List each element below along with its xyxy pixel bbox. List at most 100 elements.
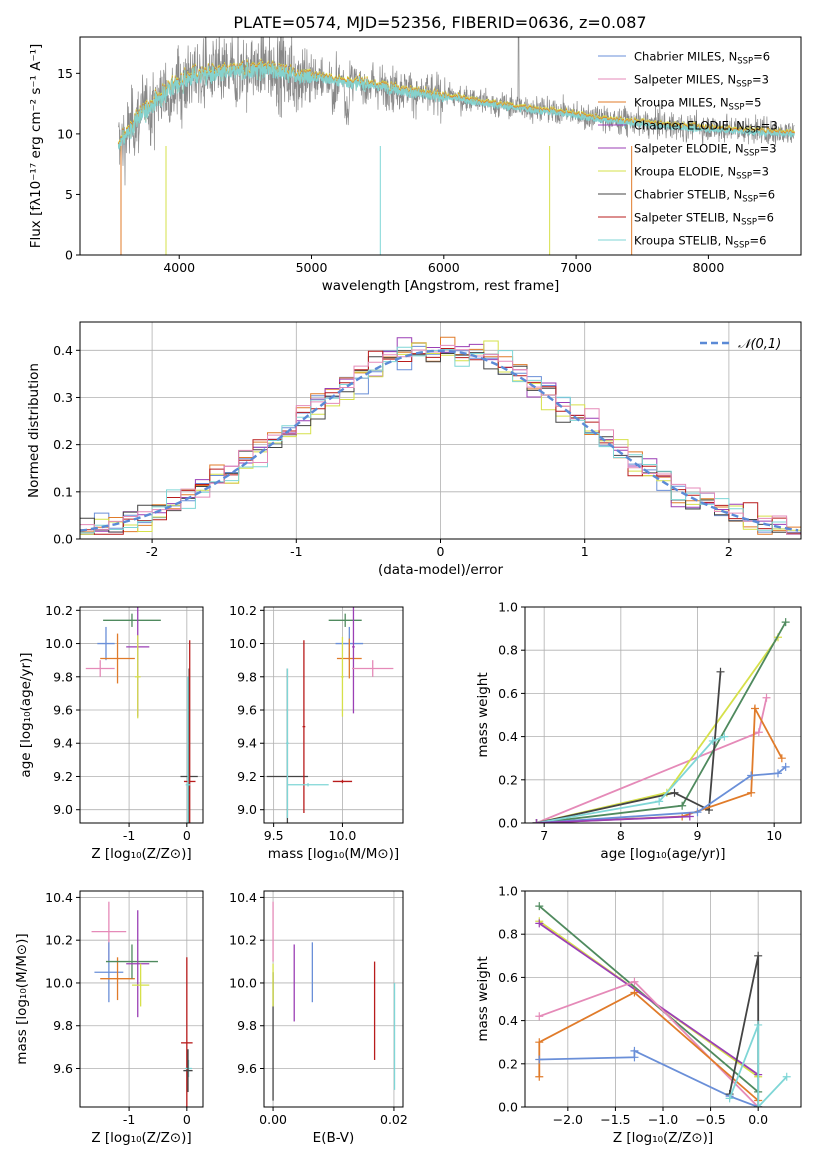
plus-marker <box>747 771 756 780</box>
plus-marker <box>725 1094 734 1103</box>
age-vs-metallicity-panel: -1 0 9.0 9.2 9.4 9.6 9.8 10.0 10.2 Z [log₁₀(Z/Z⊙)… <box>18 603 204 862</box>
age-vs-mass-panel: 9.5 10.0 9.0 9.2 9.4 9.6 9.8 10.0 10.2 mass [log₁… <box>229 603 404 862</box>
y-tick-label: 0.2 <box>498 772 518 787</box>
x-axis-label: Z [log₁₀(Z/Z⊙)] <box>613 1130 713 1146</box>
plus-marker <box>535 1055 544 1064</box>
y-tick-label: 0.3 <box>53 390 73 405</box>
weight-line <box>538 980 759 1107</box>
axes-frame <box>79 36 802 256</box>
spectrum-panel: 4000 5000 6000 7000 8000 0 5 10 15 wavelength [An… <box>28 36 802 294</box>
grid <box>80 891 203 1107</box>
plot-area <box>535 902 791 1107</box>
plus-marker <box>685 812 694 821</box>
plus-marker <box>535 919 544 928</box>
x-tick-label: 0 <box>437 544 445 559</box>
plus-marker <box>535 1072 544 1081</box>
plus-marker <box>754 1020 763 1029</box>
y-tick-label: 10.0 <box>229 636 257 651</box>
massweight-vs-age-panel: 7 8 9 10 0.0 0.2 0.4 0.6 0.8 1.0 age [log₁₀(age/yr… <box>475 600 802 862</box>
y-tick-label: 1.0 <box>498 884 518 899</box>
y-tick-label: 0.8 <box>498 643 518 658</box>
x-axis-label: E(B-V) <box>313 1130 355 1146</box>
plus-marker <box>630 988 639 997</box>
legend: Chabrier MILES, NSSP=6 Salpeter MILES, NS… <box>598 50 778 251</box>
legend-subscript: SSP <box>744 149 760 159</box>
axes-frame <box>263 606 404 824</box>
legend-label: Kroupa MILES, NSSP=5 <box>634 96 761 113</box>
plus-marker <box>781 762 790 771</box>
plus-marker <box>708 736 717 745</box>
legend-value: =6 <box>757 211 774 225</box>
legend-label: Salpeter ELODIE, NSSP=3 <box>634 142 777 159</box>
weight-line <box>728 955 760 1107</box>
y-tick-label: 9.8 <box>53 1018 73 1033</box>
y-tick-label: 9.8 <box>53 669 73 684</box>
x-tick-label: 0.02 <box>380 1112 408 1127</box>
x-tick-label: 1 <box>581 544 589 559</box>
plot-area <box>91 901 193 1107</box>
plus-marker <box>532 819 541 823</box>
y-tick-label: 1.0 <box>498 600 518 615</box>
legend-value: =3 <box>752 165 769 179</box>
histogram-salpeter-miles <box>80 344 801 535</box>
plot-area <box>85 607 198 823</box>
y-tick-label: 9.8 <box>237 669 257 684</box>
y-tick-label: 0.6 <box>498 686 518 701</box>
axes-frame <box>79 606 204 824</box>
figure-title: PLATE=0574, MJD=52356, FIBERID=0636, z=0… <box>233 13 646 32</box>
plus-marker <box>630 1046 639 1055</box>
weight-line <box>536 815 690 823</box>
plot-area <box>266 607 394 823</box>
normal-curve <box>80 349 799 532</box>
x-tick-label: −2.0 <box>553 1112 583 1127</box>
x-tick-label: 4000 <box>163 260 195 275</box>
weight-line <box>539 1049 759 1107</box>
y-axis-label: mass weight <box>475 956 491 1041</box>
legend-label: Kroupa STELIB, NSSP=6 <box>634 234 766 251</box>
y-tick-label: 0.4 <box>498 729 518 744</box>
plus-marker <box>782 1072 791 1081</box>
y-axis-label: mass [log₁₀(M/M⊙)] <box>14 933 30 1064</box>
x-tick-label: 7 <box>540 828 548 843</box>
y-tick-label: 0.8 <box>498 927 518 942</box>
legend-value: =5 <box>744 96 761 110</box>
axes-frame <box>263 890 404 1108</box>
legend-value: =6 <box>753 50 770 64</box>
legend-value: =3 <box>760 142 777 156</box>
x-tick-label: −1.5 <box>600 1112 630 1127</box>
plus-marker <box>535 1012 544 1021</box>
x-tick-label: -1 <box>290 544 302 559</box>
y-tick-label: 9.0 <box>53 802 73 817</box>
x-tick-label: -1 <box>123 1112 135 1127</box>
x-tick-label: 8000 <box>692 260 724 275</box>
y-tick-label: 9.8 <box>237 1018 257 1033</box>
x-tick-label: 0 <box>183 828 191 843</box>
y-tick-label: 0.1 <box>53 484 73 499</box>
y-tick-label: 10.2 <box>45 603 73 618</box>
plus-marker <box>678 801 687 810</box>
legend-subscript: SSP <box>737 57 753 67</box>
x-tick-label: 9 <box>694 828 702 843</box>
x-axis-label: Z [log₁₀(Z/Z⊙)] <box>91 846 191 862</box>
legend-subscript: SSP <box>736 172 752 182</box>
model-spectrum-kroupa-stelib <box>117 61 795 152</box>
y-tick-label: 0.6 <box>498 970 518 985</box>
plus-marker <box>774 769 782 778</box>
y-tick-label: 9.6 <box>237 1061 257 1076</box>
legend-subscript: SSP <box>736 80 752 90</box>
weight-line <box>538 991 759 1102</box>
legend-value: =6 <box>749 234 766 248</box>
y-tick-label: 10 <box>57 126 73 141</box>
plus-marker <box>747 788 756 797</box>
legend-subscript: SSP <box>745 126 761 136</box>
legend-subscript: SSP <box>729 103 745 113</box>
y-tick-label: 9.4 <box>53 736 73 751</box>
axes-frame <box>79 890 204 1108</box>
x-tick-label: 10 <box>766 828 782 843</box>
legend: 𝒩(0,1) <box>700 337 781 352</box>
plot-area <box>80 336 801 535</box>
legend-subscript: SSP <box>741 218 757 228</box>
legend-subscript: SSP <box>734 241 750 251</box>
y-tick-label: 9.6 <box>53 1061 73 1076</box>
y-tick-label: 10.0 <box>45 975 73 990</box>
